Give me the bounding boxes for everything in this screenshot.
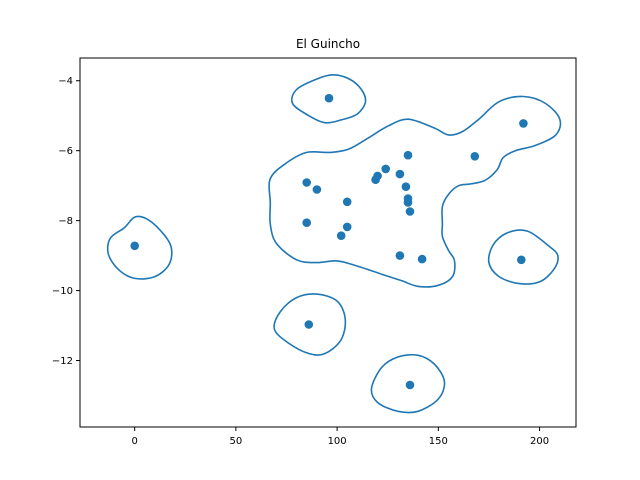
scatter-point xyxy=(517,255,526,265)
scatter-point xyxy=(403,198,413,207)
scatter-point xyxy=(342,197,352,207)
y-tick-label: −10 xyxy=(52,286,73,297)
plot-frame xyxy=(79,57,577,428)
scatter-points xyxy=(130,93,528,390)
x-tick-label: 100 xyxy=(328,436,347,447)
contour-line xyxy=(370,353,446,414)
scatter-point xyxy=(130,241,139,251)
contour-line xyxy=(290,73,367,124)
contour-line xyxy=(273,293,347,356)
scatter-point xyxy=(336,231,346,240)
x-tick-label: 0 xyxy=(131,436,137,447)
scatter-point xyxy=(312,185,322,194)
x-axis: 0 50 100 150 200 xyxy=(131,427,549,447)
y-tick-label: −6 xyxy=(58,146,73,157)
scatter-point xyxy=(302,178,312,187)
scatter-point xyxy=(470,152,480,161)
y-tick-label: −4 xyxy=(58,76,73,87)
contour-line xyxy=(106,215,173,280)
scatter-point xyxy=(302,218,312,227)
scatter-point xyxy=(403,150,413,160)
contour-line xyxy=(487,229,559,285)
x-tick-label: 150 xyxy=(429,436,448,447)
scatter-point xyxy=(405,380,415,390)
scatter-point xyxy=(324,93,334,103)
scatter-point xyxy=(381,164,391,174)
scatter-point xyxy=(401,182,411,191)
y-tick-label: −12 xyxy=(52,356,73,367)
scatter-point xyxy=(373,171,382,181)
contour-lines xyxy=(106,73,562,414)
y-axis: −12 −10 −8 −6 −4 xyxy=(52,76,80,367)
y-tick-label: −8 xyxy=(58,216,73,227)
x-tick-label: 200 xyxy=(530,436,549,447)
scatter-point xyxy=(519,119,528,128)
scatter-point xyxy=(405,207,415,216)
scatter-point xyxy=(304,320,314,329)
scatter-point xyxy=(395,251,405,260)
x-tick-label: 50 xyxy=(230,436,243,447)
scatter-point xyxy=(395,169,405,179)
contour-line xyxy=(268,95,562,288)
scatter-point xyxy=(417,254,427,264)
chart-title: El Guincho xyxy=(296,37,360,51)
scatter-point xyxy=(342,222,352,232)
